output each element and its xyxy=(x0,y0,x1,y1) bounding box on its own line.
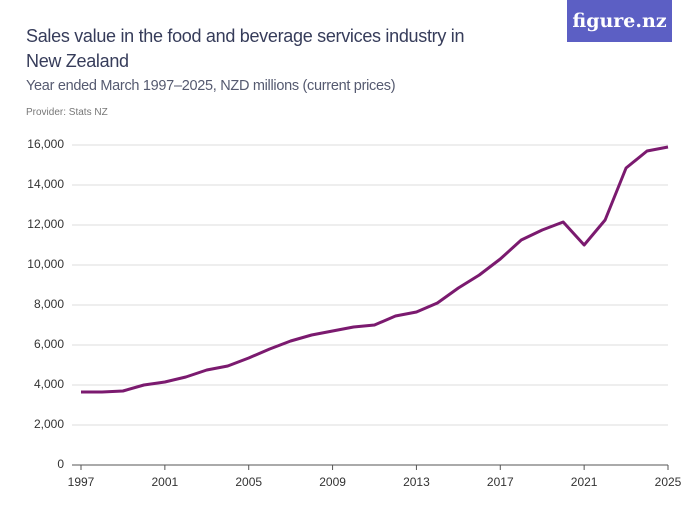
x-tick-label: 2009 xyxy=(319,475,346,489)
y-tick-label: 2,000 xyxy=(34,417,64,431)
y-tick-label: 8,000 xyxy=(34,297,64,311)
x-tick-label: 2017 xyxy=(487,475,514,489)
y-tick-label: 12,000 xyxy=(27,217,64,231)
chart-title: Sales value in the food and beverage ser… xyxy=(26,26,465,71)
y-tick-label: 16,000 xyxy=(27,137,64,151)
y-tick-label: 10,000 xyxy=(27,257,64,271)
y-tick-label: 0 xyxy=(57,457,64,471)
y-tick-label: 4,000 xyxy=(34,377,64,391)
x-tick-label: 2005 xyxy=(235,475,262,489)
logo[interactable]: figure.nz xyxy=(567,0,672,42)
x-tick-label: 2001 xyxy=(152,475,179,489)
y-tick-label: 14,000 xyxy=(27,177,64,191)
x-tick-label: 2013 xyxy=(403,475,430,489)
x-tick-label: 2025 xyxy=(655,475,682,489)
provider: Provider: Stats NZ xyxy=(26,107,108,118)
line xyxy=(81,145,669,394)
chart-subtitle: Year ended March 1997–2025, NZD millions… xyxy=(26,78,396,94)
x-tick-label: 1997 xyxy=(68,475,95,489)
x-tick-label: 2021 xyxy=(571,475,598,489)
y-tick-label: 6,000 xyxy=(34,337,64,351)
